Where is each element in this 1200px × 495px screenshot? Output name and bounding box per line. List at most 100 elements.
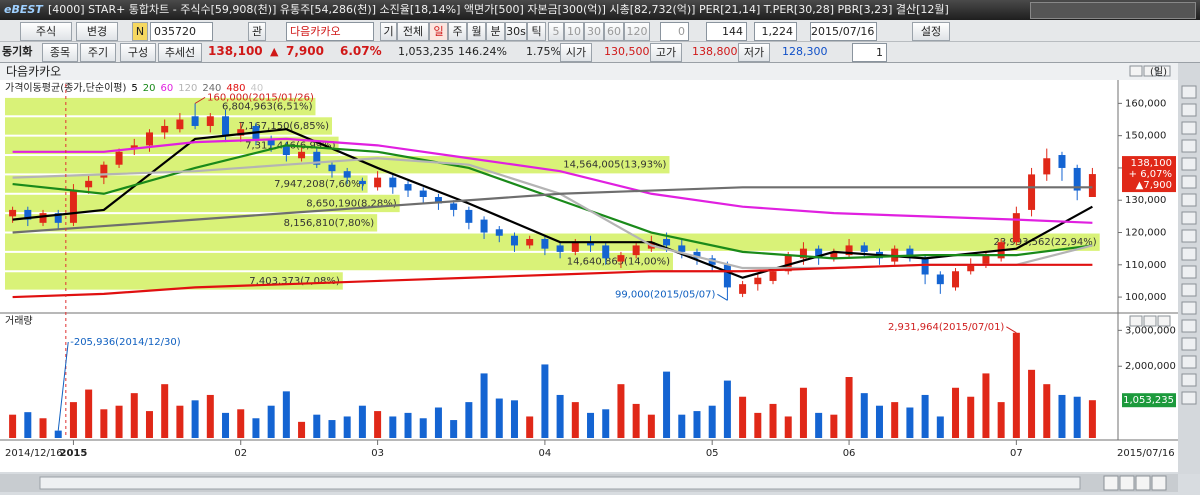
volume-bar [678, 414, 686, 438]
volume-bar [708, 405, 716, 438]
candle-body [587, 242, 595, 246]
candle-body [237, 129, 245, 136]
minute-button[interactable]: 120 [624, 22, 650, 41]
candle-body [784, 255, 792, 272]
name-input[interactable]: 다음카카오 [286, 22, 374, 41]
candle-body [389, 177, 397, 188]
period-button[interactable]: 주 [448, 22, 467, 41]
price-y-tick-label: 120,000 [1125, 228, 1166, 239]
legend-title: 가격이동평균(종가,단순이평) [5, 81, 126, 94]
volume-profile-label: 8,156,810(7,80%) [284, 218, 375, 229]
price-y-tick-label: 100,000 [1125, 292, 1166, 303]
candle-body [1028, 174, 1036, 210]
volume-bar [343, 416, 351, 438]
volume-bar [450, 420, 458, 438]
volume-bar [267, 405, 275, 438]
market-select[interactable]: 주식 [20, 22, 72, 41]
candle-body [450, 203, 458, 210]
price-y-tick-label: 150,000 [1125, 131, 1166, 142]
count-input[interactable]: 144 [706, 22, 747, 41]
info-button[interactable]: 주기 [80, 43, 116, 62]
volume-bar [754, 412, 762, 438]
volume-profile-label: 7,167,150(6,85%) [239, 121, 330, 132]
scroll-thumb[interactable] [39, 476, 1081, 490]
info-button[interactable]: 구성 [120, 43, 156, 62]
volume-bar [282, 391, 290, 438]
candle-body [465, 209, 473, 223]
volume-bar [9, 414, 17, 438]
volume-bar [799, 387, 807, 438]
settings-button[interactable]: 설정 [912, 22, 950, 41]
candle-body [921, 258, 929, 275]
total-input[interactable]: 1,224 [754, 22, 797, 41]
legend-entry: 240 [202, 83, 221, 94]
tool-icons [1181, 85, 1197, 405]
date-input[interactable]: 2015/07/16 [810, 22, 877, 41]
info-button[interactable]: 종목 [42, 43, 78, 62]
minute-button[interactable]: 10 [564, 22, 584, 41]
volume-bar [39, 418, 47, 438]
candle-body [100, 164, 108, 178]
candle-body [936, 274, 944, 285]
period-button[interactable]: 30s [505, 22, 527, 41]
moving-average-line [12, 137, 1093, 224]
candle-body [343, 171, 351, 178]
high: 138,800 [692, 45, 738, 58]
candle-body [24, 209, 32, 220]
volume-bar [541, 364, 549, 438]
period-button[interactable]: 일 [429, 22, 448, 41]
candle-body [526, 238, 534, 246]
candle-body [85, 180, 93, 188]
volume-bar [298, 421, 306, 438]
x-start-date: 2014/12/16 [5, 448, 63, 459]
candle-body [313, 151, 321, 165]
volume-bar [556, 394, 564, 438]
volume-profile-bar [5, 252, 673, 271]
sync-button[interactable]: 동기화 [2, 45, 33, 58]
count-a-input[interactable]: 0 [660, 22, 689, 41]
volume-bar [206, 394, 214, 438]
volume-bar [222, 412, 230, 438]
volume-bar [891, 402, 899, 438]
annotation-label: 2,931,964(2015/07/01) [888, 322, 1004, 333]
low: 128,300 [782, 45, 828, 58]
period-button[interactable]: 월 [467, 22, 486, 41]
period-button[interactable]: 틱 [527, 22, 546, 41]
code-input[interactable]: 035720 [150, 22, 213, 41]
minute-button[interactable]: 30 [584, 22, 604, 41]
volume-profile-bar [5, 97, 316, 116]
open-label: 시가 [560, 43, 592, 62]
legend-entry: 120 [178, 83, 197, 94]
last-volume-box [1122, 393, 1176, 408]
annotation-label: -205,936(2014/12/30) [70, 337, 180, 348]
period-button[interactable]: 전체 [397, 22, 429, 41]
pane-controls[interactable] [1129, 65, 1171, 327]
x-tick-label: 05 [706, 448, 719, 459]
volume-bar [358, 405, 366, 438]
gwan-button[interactable]: 관 [248, 22, 266, 41]
spin-input[interactable]: 1 [852, 43, 887, 62]
candle-body [1012, 213, 1020, 243]
zoom-buttons[interactable] [1103, 475, 1167, 491]
n-button[interactable]: N [132, 22, 148, 41]
volume-bar [571, 402, 579, 438]
minute-button[interactable]: 5 [548, 22, 564, 41]
volume-bar [419, 418, 427, 438]
minute-button[interactable]: 60 [604, 22, 624, 41]
candle-body [115, 151, 123, 165]
change: 7,900 [286, 44, 324, 58]
candle-body [571, 242, 579, 252]
change-button[interactable]: 변경 [76, 22, 118, 41]
period-button[interactable]: 기 [380, 22, 397, 41]
volume-title: 거래량 [5, 315, 33, 327]
window-buttons[interactable] [1030, 2, 1196, 19]
period-button[interactable]: 분 [486, 22, 505, 41]
candle-body [161, 125, 169, 133]
candle-body [145, 132, 153, 146]
info-button[interactable]: 추세선 [158, 43, 202, 62]
price-y-tick-label: 130,000 [1125, 195, 1166, 206]
candle-body [495, 229, 503, 236]
volume-bar [85, 389, 93, 438]
x-end-date: 2015/07/16 [1117, 448, 1175, 459]
volume-bar [389, 416, 397, 438]
